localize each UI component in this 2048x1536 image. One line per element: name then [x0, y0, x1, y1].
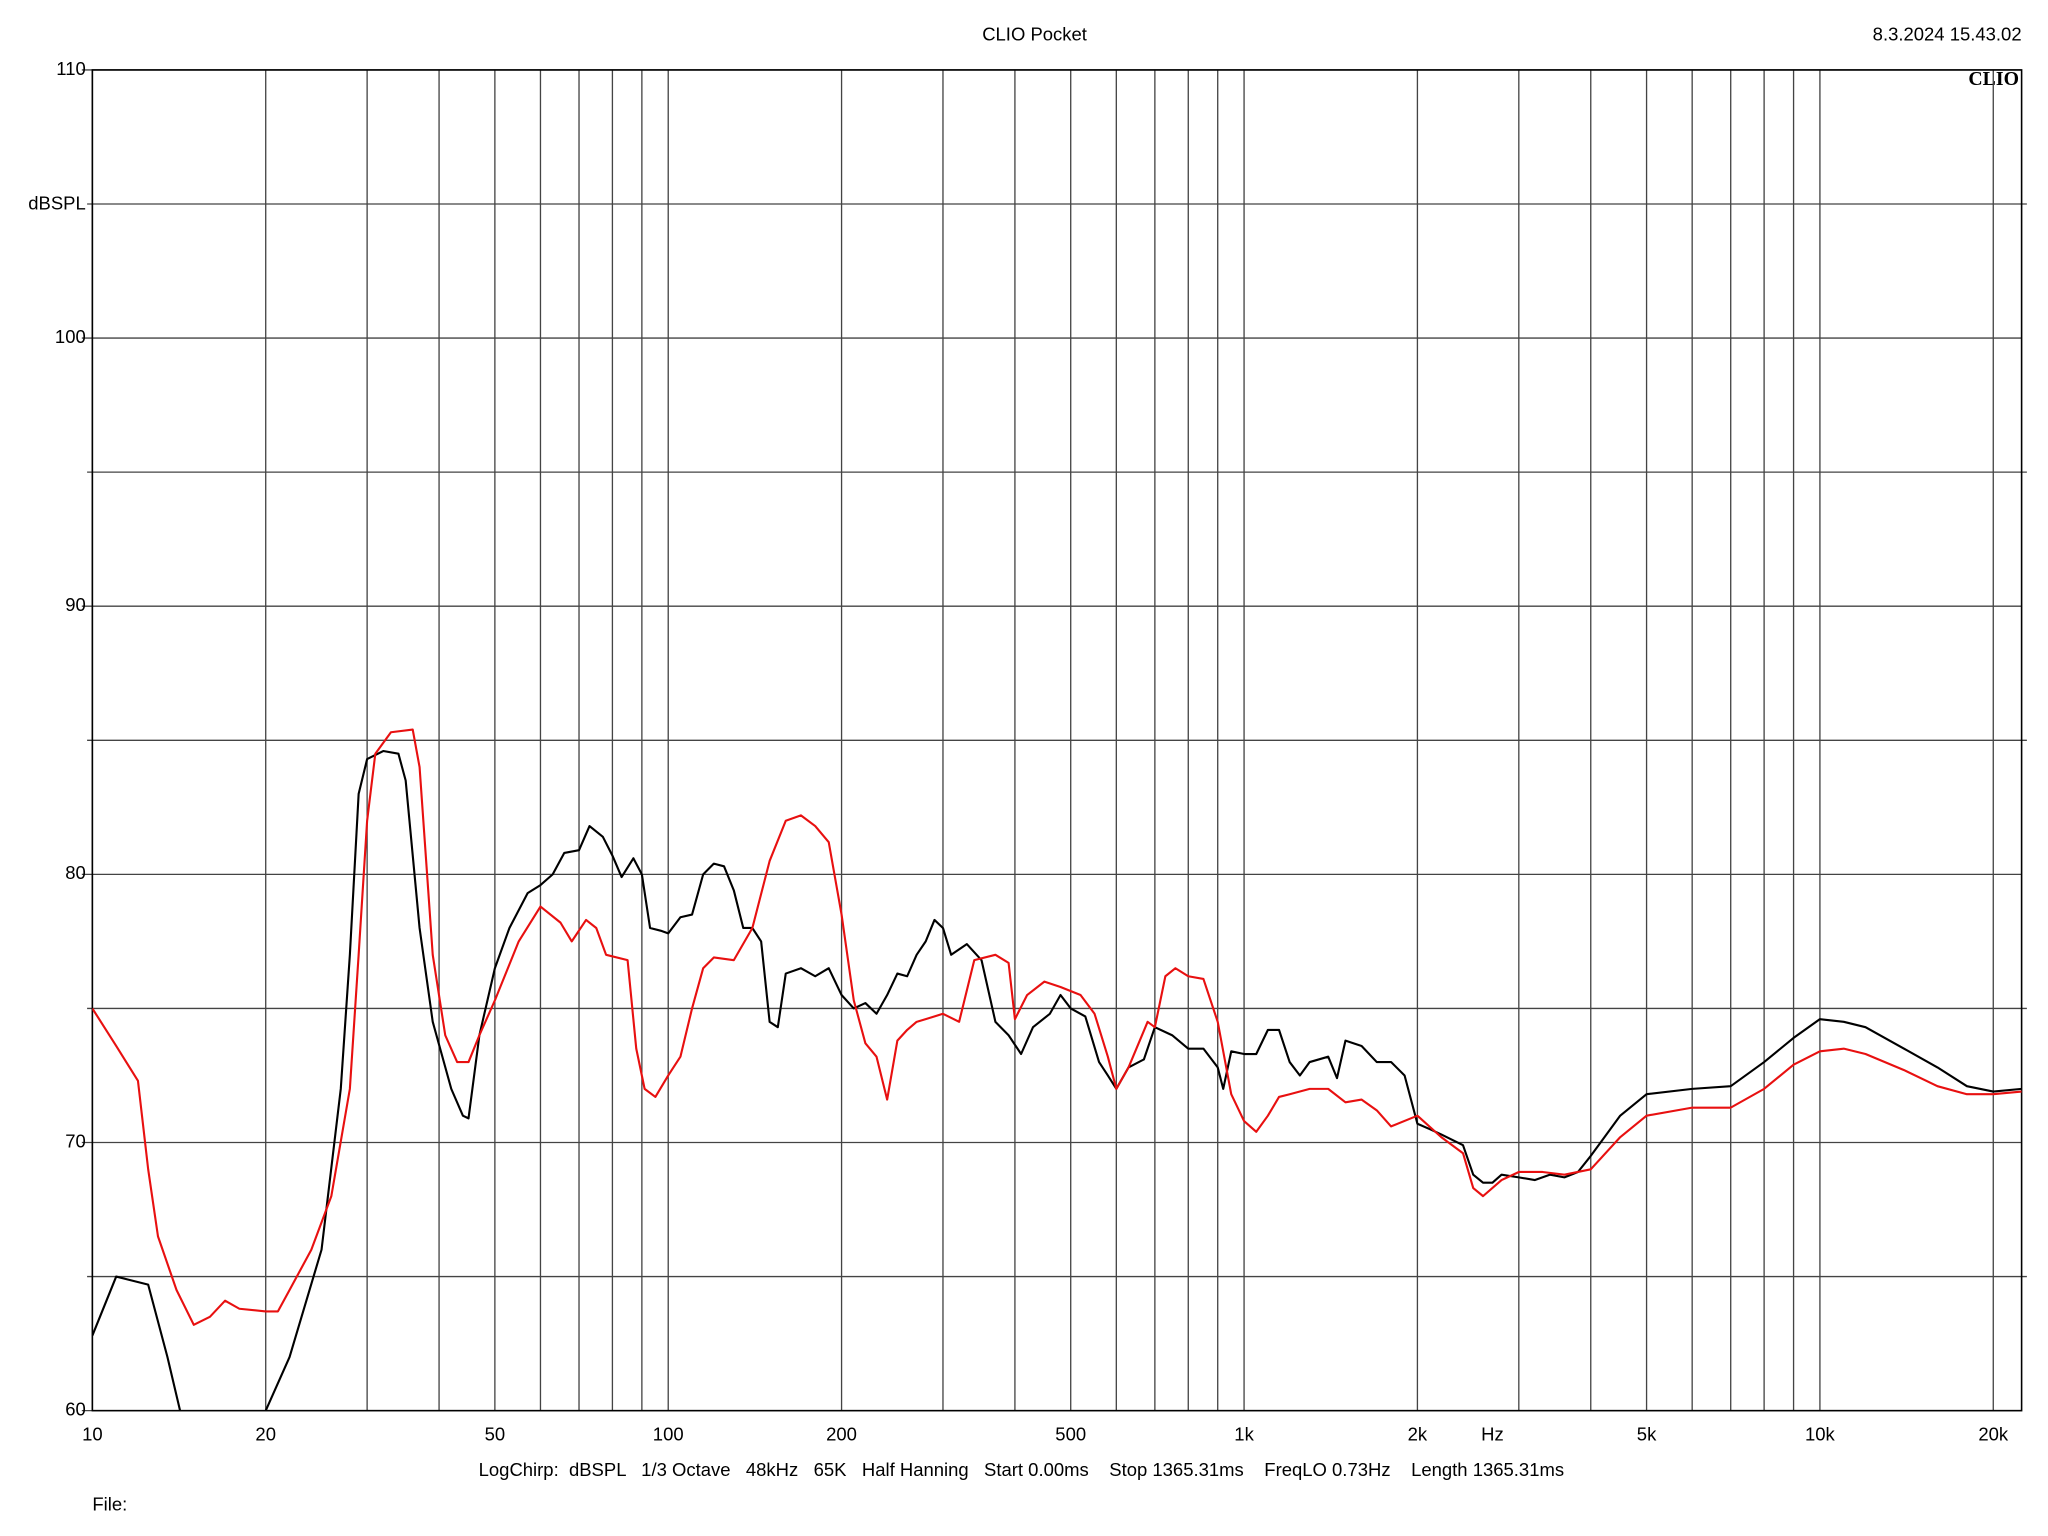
x-tick-label: 10k: [1805, 1424, 1836, 1445]
plot-area: [92, 728, 2022, 1411]
y-axis-label: dBSPL: [28, 192, 86, 213]
x-tick-label: 100: [653, 1424, 684, 1445]
x-tick-label: 200: [826, 1424, 857, 1445]
y-tick-label: 110: [56, 58, 85, 79]
x-tick-label: 20: [255, 1424, 276, 1445]
x-axis-label: Hz: [1481, 1424, 1504, 1445]
x-tick-label: 1k: [1234, 1424, 1254, 1445]
series-line: [92, 749, 2022, 1411]
timestamp: 8.3.2024 15.43.02: [1873, 24, 2022, 45]
grid: [81, 69, 2027, 1412]
file-label: File:: [92, 1494, 127, 1515]
x-tick-label: 10: [82, 1424, 103, 1445]
y-tick-label: 100: [55, 326, 86, 347]
x-tick-label: 500: [1055, 1424, 1086, 1445]
y-tick-label: 90: [65, 594, 86, 615]
x-tick-label: 5k: [1637, 1424, 1657, 1445]
x-tick-label: 20k: [1978, 1424, 2009, 1445]
chart-title: CLIO Pocket: [982, 24, 1087, 45]
x-tick-label: 2k: [1408, 1424, 1428, 1445]
plot-frame: [91, 69, 2023, 1412]
x-tick-label: 50: [485, 1424, 506, 1445]
y-tick-label: 60: [65, 1399, 86, 1420]
y-tick-label: 70: [65, 1130, 86, 1151]
series-line: [92, 728, 2022, 1326]
footer: LogChirp: dBSPL 1/3 Octave 48kHz 65K Hal…: [479, 1459, 1564, 1480]
y-tick-label: 80: [65, 862, 86, 883]
